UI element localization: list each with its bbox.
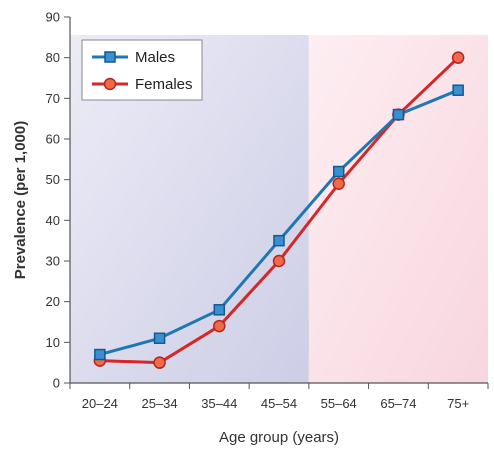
- axes: [69, 17, 488, 384]
- data-point-males: [273, 234, 285, 247]
- data-point-females: [272, 254, 286, 268]
- y-tick-label: 20: [46, 294, 60, 309]
- y-tick-label: 90: [46, 10, 60, 25]
- data-point-females: [153, 356, 166, 369]
- x-axis-title: Age group (years): [219, 429, 339, 446]
- x-tick-label: 35–44: [201, 396, 237, 411]
- legend-label-females: Females: [135, 76, 193, 93]
- x-tick-label: 20–24: [82, 396, 118, 411]
- y-tick-label: 80: [46, 50, 60, 65]
- x-tick-label: 75+: [447, 396, 469, 411]
- x-axis-ticks: 20–24 25–34 35–44 45–54 55–64 65–74 75+: [69, 383, 489, 411]
- y-axis-ticks: 0 10 20 30 40 50 60 70 80 90: [46, 10, 70, 391]
- data-point-males: [452, 84, 464, 96]
- x-tick-label: 45–54: [261, 396, 297, 411]
- y-tick-label: 50: [46, 172, 60, 187]
- data-point-males: [153, 332, 166, 345]
- x-tick-label: 25–34: [141, 396, 177, 411]
- y-tick-label: 70: [46, 91, 60, 106]
- data-point-females: [332, 177, 345, 190]
- legend-box: [81, 39, 203, 101]
- data-point-males: [392, 108, 405, 121]
- x-tick-label: 55–64: [321, 396, 357, 411]
- y-tick-label: 0: [53, 376, 60, 391]
- series-group: [93, 51, 465, 369]
- x-tick-label: 65–74: [380, 396, 416, 411]
- legend-label-males: Males: [135, 49, 175, 66]
- y-tick-label: 40: [46, 213, 60, 228]
- data-point-males: [94, 348, 106, 361]
- data-point-females: [213, 319, 226, 333]
- y-axis-title: Prevalence (per 1,000): [12, 121, 29, 279]
- legend-marker-males: [104, 51, 116, 63]
- y-tick-label: 10: [46, 335, 60, 350]
- y-tick-label: 30: [46, 254, 60, 269]
- data-point-males: [213, 304, 226, 316]
- series-males: [94, 84, 464, 361]
- data-point-males: [332, 165, 345, 178]
- legend-marker-females: [103, 77, 117, 91]
- data-point-females: [451, 51, 465, 64]
- legend: Males Females: [81, 39, 203, 101]
- y-tick-label: 60: [46, 132, 60, 147]
